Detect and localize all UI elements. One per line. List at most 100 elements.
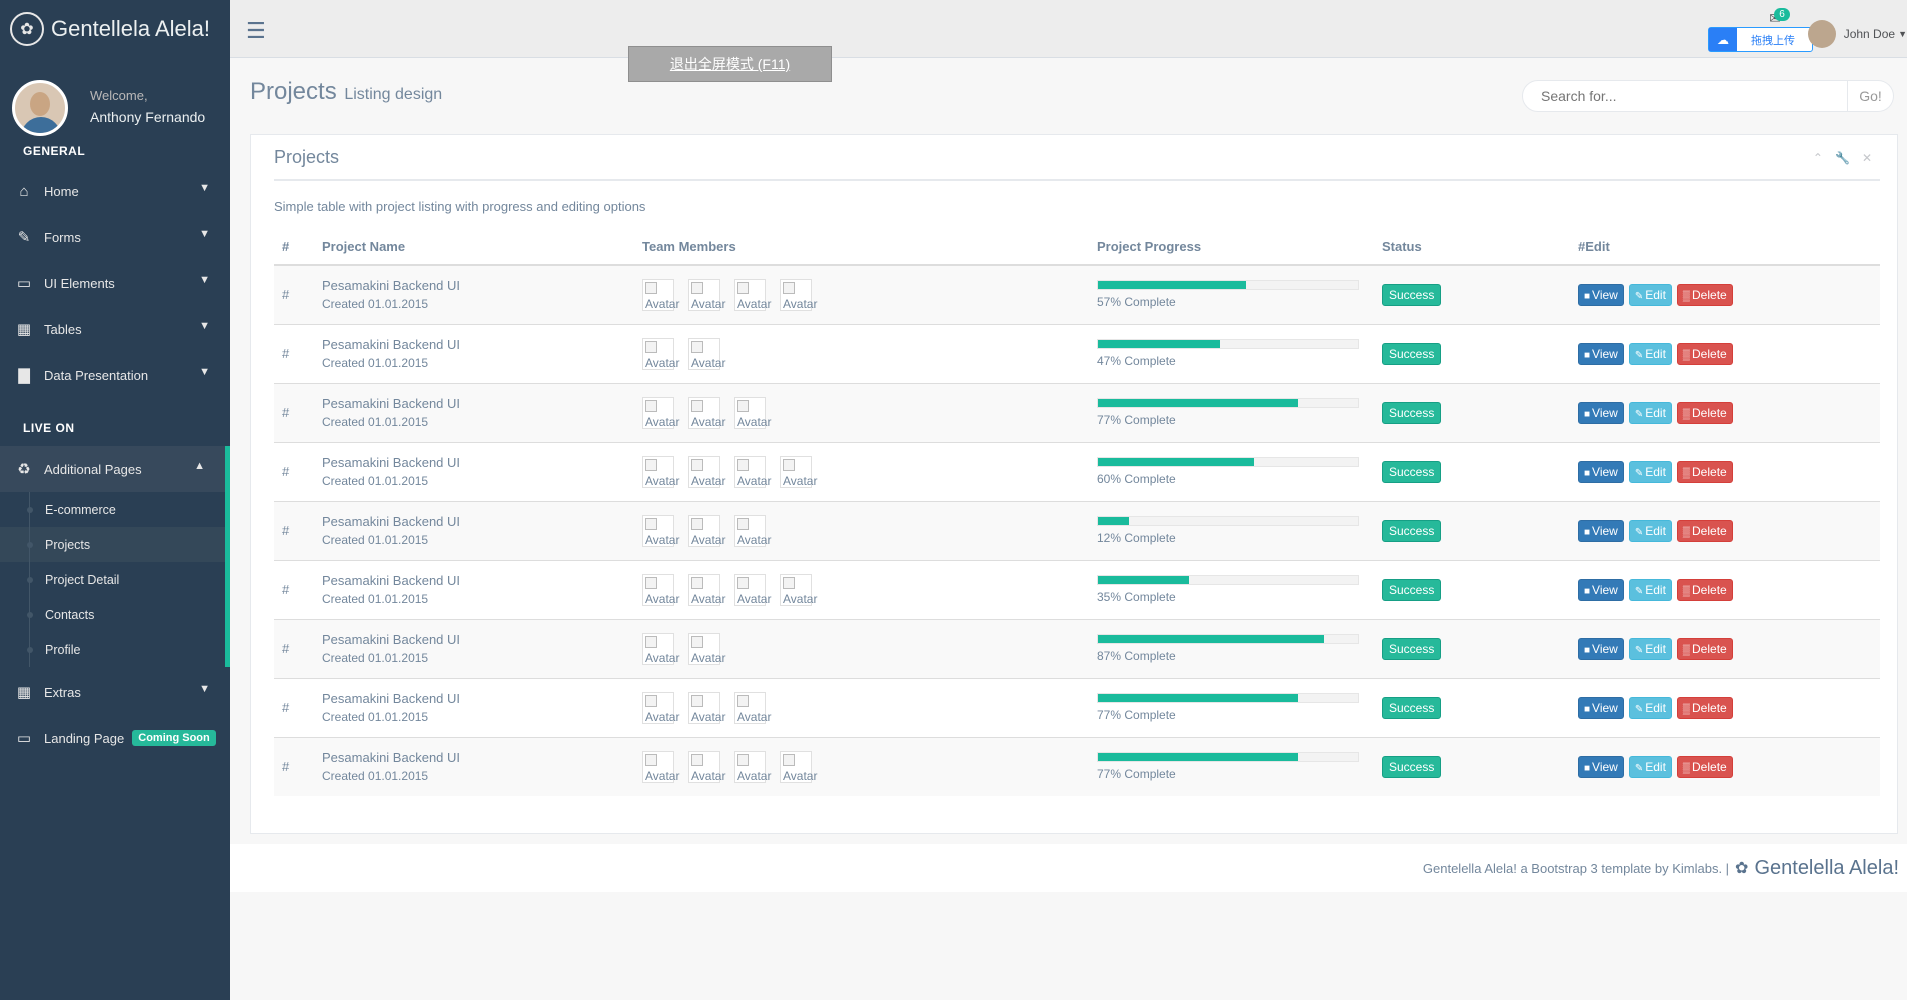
submenu-item-contacts[interactable]: Contacts bbox=[0, 597, 225, 632]
team-member-avatar[interactable]: Avatar bbox=[688, 691, 725, 724]
view-button[interactable]: ■ View bbox=[1578, 342, 1624, 365]
submenu-item-e-commerce[interactable]: E-commerce bbox=[0, 492, 225, 527]
project-name[interactable]: Pesamakini Backend UI bbox=[322, 632, 461, 647]
team-member-avatar[interactable]: Avatar bbox=[642, 750, 679, 783]
status-badge[interactable]: Success bbox=[1382, 519, 1442, 542]
edit-button[interactable]: ✎ Edit bbox=[1628, 696, 1672, 719]
menu-item-home[interactable]: ⌂ Home ▼ bbox=[0, 168, 230, 214]
edit-button[interactable]: ✎ Edit bbox=[1628, 283, 1672, 306]
menu-extras[interactable]: ▦ Extras ▼ bbox=[0, 669, 230, 715]
delete-button[interactable]: ▒ Delete bbox=[1676, 637, 1733, 660]
view-button[interactable]: ■ View bbox=[1578, 519, 1624, 542]
team-member-avatar[interactable]: Avatar bbox=[688, 514, 725, 547]
team-member-avatar[interactable]: Avatar bbox=[642, 396, 679, 429]
team-member-avatar[interactable]: Avatar bbox=[734, 396, 771, 429]
menu-landing-page[interactable]: ▭ Landing Page Coming Soon bbox=[0, 715, 230, 761]
team-member-avatar[interactable]: Avatar bbox=[688, 278, 725, 311]
submenu-item-project-detail[interactable]: Project Detail bbox=[0, 562, 225, 597]
team-member-avatar[interactable]: Avatar bbox=[688, 337, 725, 370]
status-badge[interactable]: Success bbox=[1382, 401, 1442, 424]
delete-button[interactable]: ▒ Delete bbox=[1676, 519, 1733, 542]
edit-button[interactable]: ✎ Edit bbox=[1628, 342, 1672, 365]
menu-toggle-icon[interactable]: ☰ bbox=[246, 18, 266, 43]
project-name[interactable]: Pesamakini Backend UI bbox=[322, 514, 461, 529]
view-button[interactable]: ■ View bbox=[1578, 460, 1624, 483]
view-button[interactable]: ■ View bbox=[1578, 755, 1624, 778]
delete-button[interactable]: ▒ Delete bbox=[1676, 283, 1733, 306]
team-member-avatar[interactable]: Avatar bbox=[642, 632, 679, 665]
menu-item-ui-elements[interactable]: ▭ UI Elements ▼ bbox=[0, 260, 230, 306]
team-member-avatar[interactable]: Avatar bbox=[780, 573, 817, 606]
status-badge[interactable]: Success bbox=[1382, 696, 1442, 719]
team-member-avatar[interactable]: Avatar bbox=[642, 691, 679, 724]
status-badge[interactable]: Success bbox=[1382, 283, 1442, 306]
status-badge[interactable]: Success bbox=[1382, 578, 1442, 601]
edit-button[interactable]: ✎ Edit bbox=[1628, 755, 1672, 778]
delete-button[interactable]: ▒ Delete bbox=[1676, 460, 1733, 483]
team-member-avatar[interactable]: Avatar bbox=[734, 455, 771, 488]
team-member-avatar[interactable]: Avatar bbox=[642, 337, 679, 370]
upload-widget[interactable]: ☁ 拖拽上传 bbox=[1708, 27, 1813, 52]
team-member-avatar[interactable]: Avatar bbox=[734, 691, 771, 724]
menu-item-data-presentation[interactable]: ▇ Data Presentation ▼ bbox=[0, 352, 230, 398]
team-member-avatar[interactable]: Avatar bbox=[688, 455, 725, 488]
status-badge[interactable]: Success bbox=[1382, 342, 1442, 365]
status-badge[interactable]: Success bbox=[1382, 637, 1442, 660]
collapse-icon[interactable]: ⌃ bbox=[1812, 151, 1823, 165]
notification-button[interactable]: ✉ 6 bbox=[1769, 8, 1790, 27]
menu-item-tables[interactable]: ▦ Tables ▼ bbox=[0, 306, 230, 352]
team-member-avatar[interactable]: Avatar bbox=[780, 750, 817, 783]
team-member-avatar[interactable]: Avatar bbox=[688, 632, 725, 665]
delete-button[interactable]: ▒ Delete bbox=[1676, 342, 1733, 365]
project-name[interactable]: Pesamakini Backend UI bbox=[322, 691, 461, 706]
brand[interactable]: ✿ Gentellela Alela! bbox=[0, 0, 230, 58]
menu-additional-pages[interactable]: ♻ Additional Pages ▲ bbox=[0, 446, 230, 492]
team-member-avatar[interactable]: Avatar bbox=[780, 278, 817, 311]
project-name[interactable]: Pesamakini Backend UI bbox=[322, 455, 461, 470]
team-member-avatar[interactable]: Avatar bbox=[780, 455, 817, 488]
team-member-avatar[interactable]: Avatar bbox=[734, 514, 771, 547]
project-name[interactable]: Pesamakini Backend UI bbox=[322, 573, 461, 588]
project-name[interactable]: Pesamakini Backend UI bbox=[322, 278, 461, 294]
team-member-avatar[interactable]: Avatar bbox=[734, 750, 771, 783]
project-name[interactable]: Pesamakini Backend UI bbox=[322, 396, 461, 411]
project-name[interactable]: Pesamakini Backend UI bbox=[322, 337, 461, 352]
edit-button[interactable]: ✎ Edit bbox=[1628, 460, 1672, 483]
user-menu[interactable]: John Doe ▼ bbox=[1807, 20, 1907, 48]
wrench-icon[interactable]: 🔧 bbox=[1834, 151, 1850, 165]
submenu-item-profile[interactable]: Profile bbox=[0, 632, 225, 667]
view-button[interactable]: ■ View bbox=[1578, 578, 1624, 601]
view-button[interactable]: ■ View bbox=[1578, 696, 1624, 719]
project-name[interactable]: Pesamakini Backend UI bbox=[322, 750, 461, 766]
edit-button[interactable]: ✎ Edit bbox=[1628, 519, 1672, 542]
team-member-avatar[interactable]: Avatar bbox=[642, 278, 679, 311]
team-member-avatar[interactable]: Avatar bbox=[688, 573, 725, 606]
team-member-avatar[interactable]: Avatar bbox=[688, 750, 725, 783]
team-member-avatar[interactable]: Avatar bbox=[734, 278, 771, 311]
delete-button[interactable]: ▒ Delete bbox=[1676, 696, 1733, 719]
team-member-avatar[interactable]: Avatar bbox=[642, 514, 679, 547]
team-member-avatar[interactable]: Avatar bbox=[688, 396, 725, 429]
view-button[interactable]: ■ View bbox=[1578, 401, 1624, 424]
edit-button[interactable]: ✎ Edit bbox=[1628, 637, 1672, 660]
view-label: View bbox=[1592, 582, 1618, 597]
section-general: GENERAL bbox=[23, 144, 86, 158]
team-member-avatar[interactable]: Avatar bbox=[642, 455, 679, 488]
delete-button[interactable]: ▒ Delete bbox=[1676, 578, 1733, 601]
close-icon[interactable]: ✕ bbox=[1861, 151, 1872, 165]
status-badge[interactable]: Success bbox=[1382, 755, 1442, 778]
view-button[interactable]: ■ View bbox=[1578, 637, 1624, 660]
submenu-item-projects[interactable]: Projects bbox=[0, 527, 225, 562]
delete-button[interactable]: ▒ Delete bbox=[1676, 755, 1733, 778]
team-member-avatar[interactable]: Avatar bbox=[642, 573, 679, 606]
exit-fullscreen-tip[interactable]: 退出全屏模式 (F11) bbox=[628, 46, 832, 82]
edit-button[interactable]: ✎ Edit bbox=[1628, 578, 1672, 601]
search-input[interactable] bbox=[1522, 80, 1848, 112]
menu-item-forms[interactable]: ✎ Forms ▼ bbox=[0, 214, 230, 260]
search-go-button[interactable]: Go! bbox=[1848, 80, 1894, 112]
edit-button[interactable]: ✎ Edit bbox=[1628, 401, 1672, 424]
status-badge[interactable]: Success bbox=[1382, 460, 1442, 483]
team-member-avatar[interactable]: Avatar bbox=[734, 573, 771, 606]
view-button[interactable]: ■ View bbox=[1578, 283, 1624, 306]
delete-button[interactable]: ▒ Delete bbox=[1676, 401, 1733, 424]
